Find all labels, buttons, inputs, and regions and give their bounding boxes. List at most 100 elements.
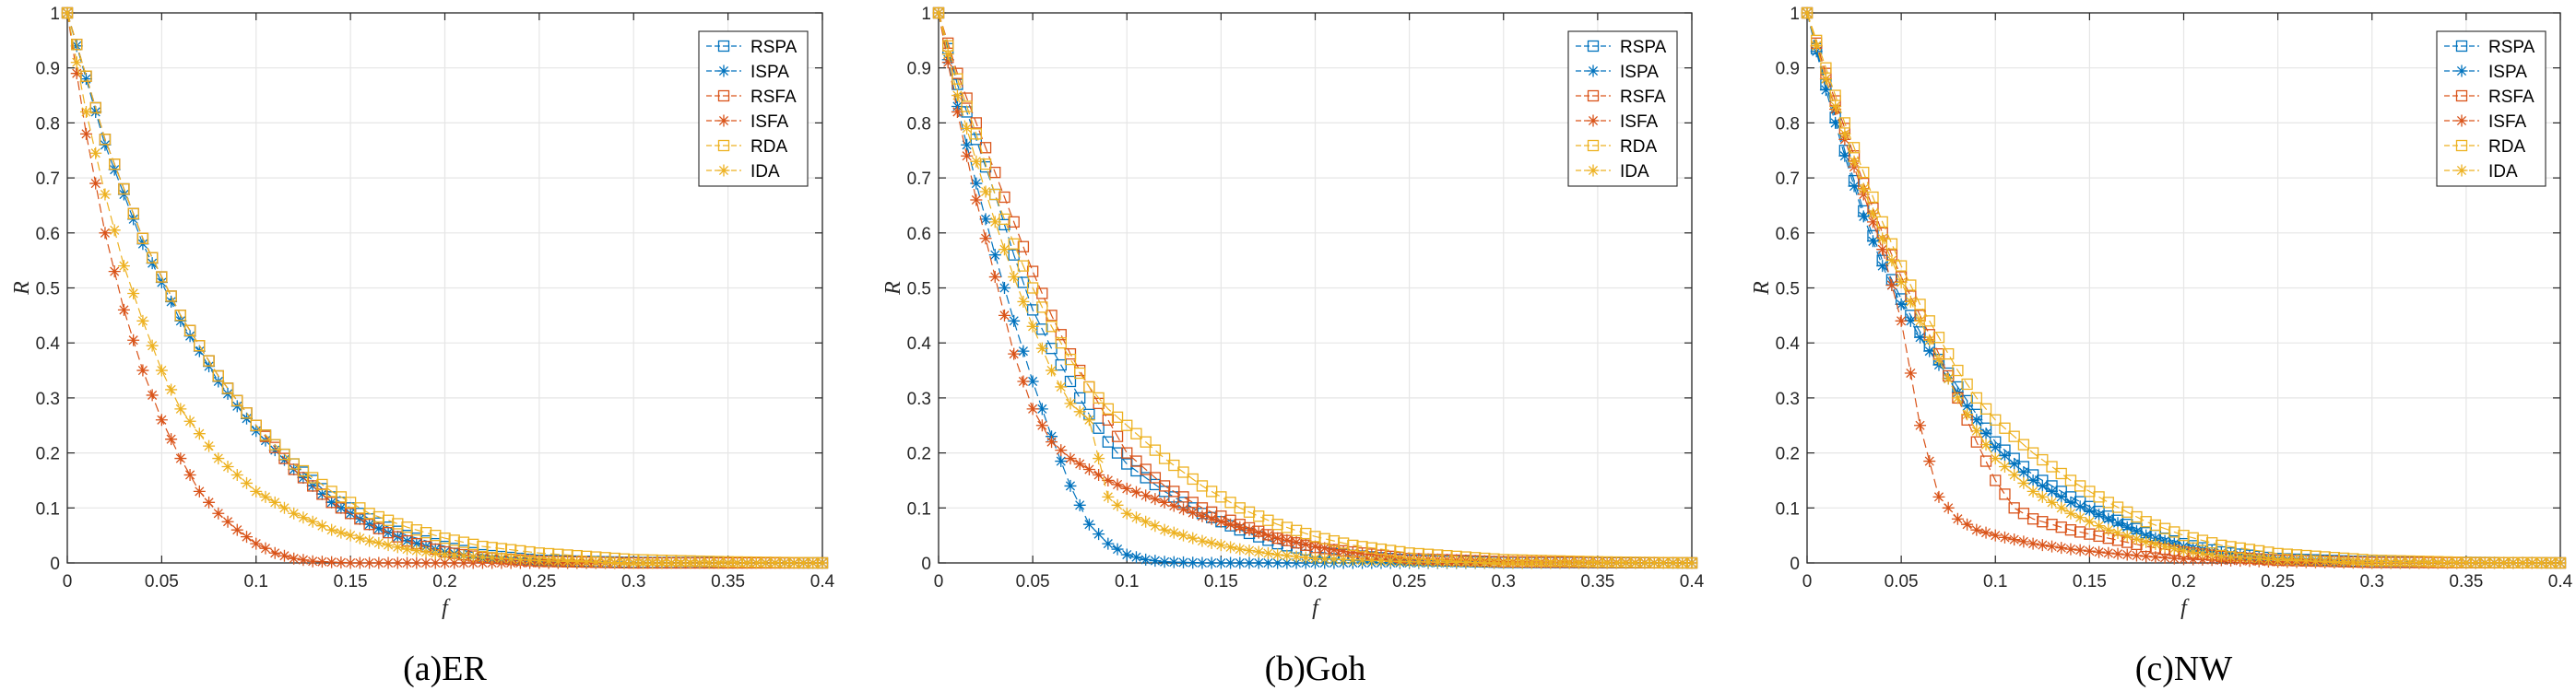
y-tick-label: 0.9 bbox=[1776, 60, 1800, 79]
data-point-ISPA bbox=[1187, 556, 1199, 569]
data-point-IDA bbox=[524, 554, 537, 567]
data-point-ISFA bbox=[99, 227, 112, 240]
data-point-RDA bbox=[1121, 419, 1133, 431]
series-layer bbox=[1801, 6, 2567, 569]
data-point-IDA bbox=[941, 48, 954, 61]
series-layer bbox=[61, 6, 829, 569]
data-point-IDA bbox=[457, 549, 470, 562]
data-point-ISFA bbox=[1961, 518, 1974, 531]
data-point-ISPA bbox=[1026, 375, 1039, 388]
y-tick-label: 0.9 bbox=[36, 60, 60, 79]
data-point-ISFA bbox=[2130, 549, 2143, 562]
data-point-RDA bbox=[1337, 537, 1350, 549]
data-point-ISFA bbox=[2158, 551, 2171, 564]
data-point-IDA bbox=[2130, 533, 2143, 545]
data-point-RDA bbox=[1102, 403, 1114, 415]
data-point-RDA bbox=[961, 100, 973, 112]
data-point-RSPA bbox=[1111, 447, 1124, 459]
data-point-ISPA bbox=[1989, 441, 2002, 454]
data-point-ISPA bbox=[1866, 235, 1879, 248]
x-tick-label: 0.1 bbox=[1115, 572, 1139, 591]
data-point-RSFA bbox=[363, 519, 375, 531]
data-point-RSPA bbox=[1140, 472, 1152, 484]
data-point-IDA bbox=[1224, 541, 1237, 554]
data-point-ISFA bbox=[1102, 474, 1115, 486]
x-tick-label: 0.05 bbox=[1016, 572, 1050, 591]
data-point-IDA bbox=[2036, 490, 2049, 503]
data-point-ISFA bbox=[315, 556, 328, 568]
data-point-IDA bbox=[250, 485, 263, 498]
data-point-IDA bbox=[514, 553, 526, 566]
data-point-ISPA bbox=[2055, 490, 2068, 503]
data-point-ISFA bbox=[241, 531, 254, 544]
data-point-RSFA bbox=[1130, 455, 1142, 467]
data-point-RSFA bbox=[998, 191, 1010, 204]
data-point-IDA bbox=[1459, 556, 1472, 569]
legend-marker-ISFA bbox=[1587, 114, 1600, 127]
data-point-ISFA bbox=[1970, 523, 1983, 536]
data-point-IDA bbox=[183, 415, 196, 427]
data-point-ISPA bbox=[2008, 458, 2021, 471]
data-point-ISFA bbox=[1120, 482, 1133, 495]
data-point-IDA bbox=[1158, 523, 1171, 536]
data-point-IDA bbox=[1309, 552, 1321, 565]
data-point-ISFA bbox=[1046, 436, 1058, 449]
data-point-ISFA bbox=[1073, 458, 1086, 471]
data-point-IDA bbox=[1535, 556, 1548, 569]
legend-marker-RDA bbox=[1587, 139, 1600, 152]
data-point-RDA bbox=[127, 207, 139, 220]
legend-label-RDA: RDA bbox=[1620, 137, 1657, 157]
data-point-IDA bbox=[627, 556, 640, 569]
data-point-ISFA bbox=[288, 552, 301, 565]
data-point-RSFA bbox=[2074, 526, 2086, 538]
data-point-IDA bbox=[2027, 485, 2039, 498]
data-point-ISPA bbox=[1129, 551, 1142, 564]
data-point-IDA bbox=[1234, 543, 1247, 556]
data-point-IDA bbox=[1648, 556, 1660, 569]
data-point-ISFA bbox=[2046, 540, 2059, 553]
data-point-ISPA bbox=[372, 522, 385, 535]
data-point-IDA bbox=[2309, 555, 2322, 568]
data-point-IDA bbox=[297, 511, 310, 524]
legend-marker-RDA bbox=[2455, 139, 2468, 152]
data-point-ISPA bbox=[1102, 537, 1115, 550]
data-point-IDA bbox=[1167, 526, 1180, 539]
legend-label-ISFA: ISFA bbox=[750, 112, 789, 132]
data-point-RDA bbox=[241, 407, 253, 419]
data-point-ISPA bbox=[1914, 331, 1927, 344]
data-point-ISPA bbox=[1035, 403, 1048, 416]
x-tick-label: 0.4 bbox=[1680, 572, 1705, 591]
data-point-RDA bbox=[410, 524, 422, 536]
data-point-IDA bbox=[1271, 548, 1284, 561]
y-axis-label: R bbox=[10, 281, 34, 296]
data-point-ISFA bbox=[2168, 552, 2180, 565]
data-point-RDA bbox=[1961, 378, 1973, 391]
data-point-ISFA bbox=[1932, 490, 1945, 503]
data-point-IDA bbox=[79, 105, 92, 118]
data-point-IDA bbox=[1488, 556, 1501, 569]
data-point-ISFA bbox=[344, 556, 357, 569]
data-point-IDA bbox=[1620, 556, 1633, 569]
y-tick-label: 0.7 bbox=[1776, 170, 1800, 189]
x-tick-label: 0.25 bbox=[1392, 572, 1426, 591]
data-point-RDA bbox=[231, 394, 243, 407]
legend-label-ISPA: ISPA bbox=[2488, 63, 2527, 82]
legend-label-ISPA: ISPA bbox=[1620, 63, 1659, 82]
data-point-IDA bbox=[1838, 127, 1851, 140]
legend-marker-RSPA bbox=[717, 40, 730, 53]
data-point-RDA bbox=[1111, 411, 1124, 423]
y-tick-label: 0.9 bbox=[907, 60, 931, 79]
data-point-ISPA bbox=[1111, 543, 1124, 556]
data-point-ISFA bbox=[1904, 367, 1917, 380]
data-point-IDA bbox=[2290, 554, 2303, 567]
data-point-ISFA bbox=[457, 556, 470, 569]
data-point-ISFA bbox=[1346, 546, 1359, 559]
x-tick-label: 0.15 bbox=[334, 572, 368, 591]
data-point-RDA bbox=[1356, 541, 1368, 553]
data-point-IDA bbox=[1629, 556, 1642, 569]
data-point-IDA bbox=[693, 556, 706, 569]
data-point-IDA bbox=[2178, 545, 2190, 557]
x-tick-label: 0.2 bbox=[2171, 572, 2195, 591]
data-point-ISPA bbox=[1838, 149, 1851, 162]
